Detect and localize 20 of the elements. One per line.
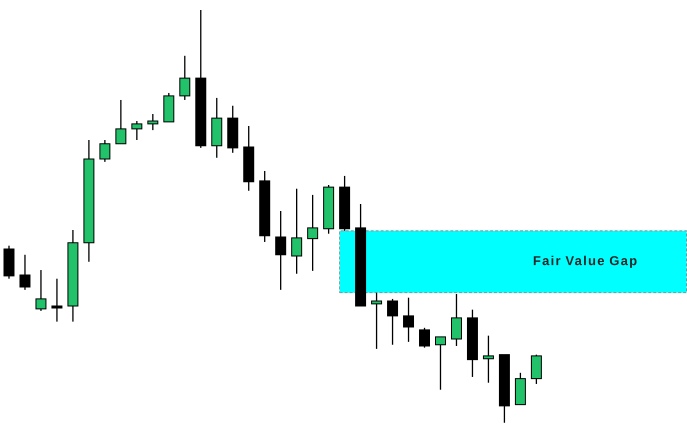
- candlestick: [403, 297, 414, 343]
- candlestick: [179, 55, 190, 101]
- candlestick: [291, 188, 302, 275]
- candlestick: [115, 99, 126, 144]
- candlestick: [419, 327, 430, 348]
- candlestick: [371, 292, 382, 350]
- band-label: Fair Value Gap: [534, 256, 637, 268]
- candlestick: [307, 194, 318, 272]
- candlestick: [147, 113, 158, 131]
- candlestick: [482, 335, 494, 384]
- candlestick: [530, 354, 542, 385]
- candlestick: [450, 293, 462, 347]
- candlestick: [35, 270, 46, 312]
- candlestick: [51, 278, 62, 322]
- candlestick: [131, 120, 142, 141]
- candlestick: [275, 210, 286, 291]
- candlestick: [99, 139, 110, 163]
- candlestick: [387, 298, 398, 346]
- candlestick: [19, 254, 30, 291]
- candlestick: [435, 336, 446, 391]
